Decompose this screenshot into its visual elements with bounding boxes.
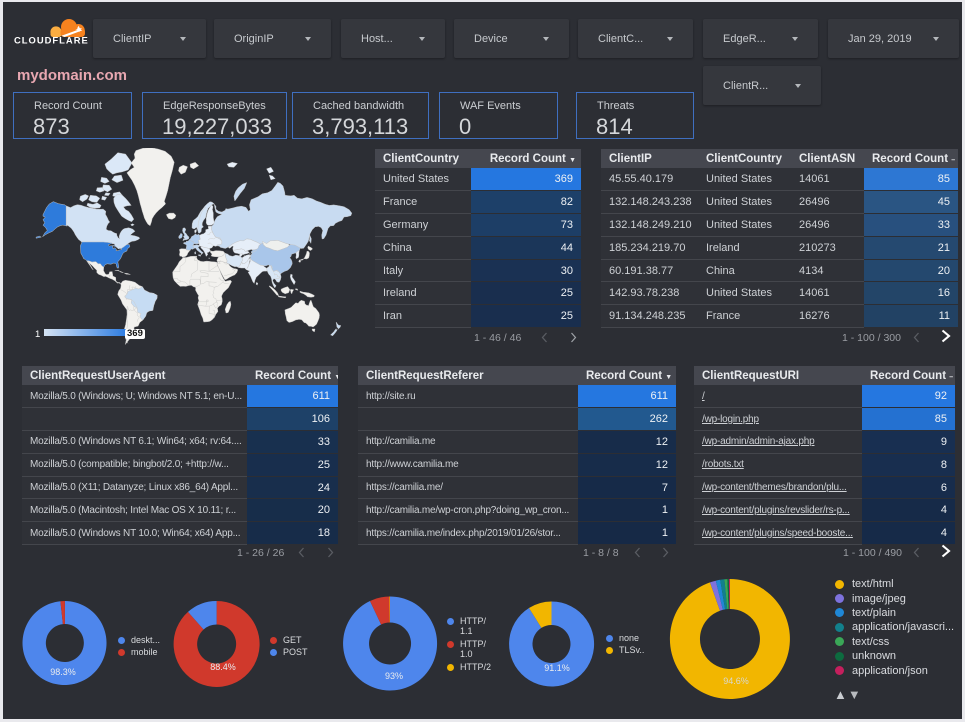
svg-text:CLOUDFLARE: CLOUDFLARE <box>14 35 89 46</box>
